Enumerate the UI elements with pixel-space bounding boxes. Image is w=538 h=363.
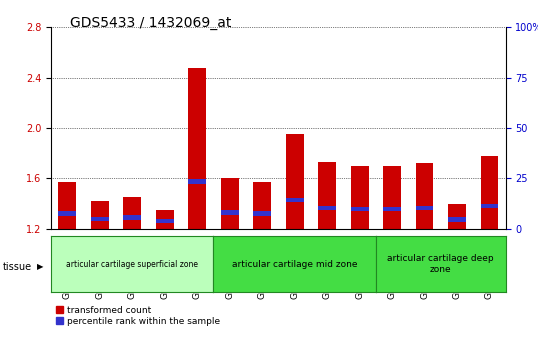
- Bar: [91, 216, 109, 221]
- Bar: [480, 204, 498, 208]
- Bar: [351, 166, 369, 229]
- Bar: [59, 211, 76, 216]
- Bar: [156, 219, 174, 223]
- Text: articular cartilage superficial zone: articular cartilage superficial zone: [66, 260, 199, 269]
- Legend: transformed count, percentile rank within the sample: transformed count, percentile rank withi…: [55, 306, 221, 326]
- Text: GDS5433 / 1432069_at: GDS5433 / 1432069_at: [70, 16, 231, 30]
- Bar: [221, 178, 239, 229]
- Bar: [318, 162, 336, 229]
- Bar: [253, 182, 271, 229]
- Bar: [318, 205, 336, 210]
- Bar: [123, 216, 141, 220]
- Bar: [448, 204, 466, 229]
- Text: articular cartilage mid zone: articular cartilage mid zone: [232, 260, 357, 269]
- Text: tissue: tissue: [3, 262, 32, 272]
- Bar: [286, 134, 303, 229]
- Text: ▶: ▶: [37, 262, 43, 271]
- Bar: [448, 217, 466, 222]
- Bar: [383, 207, 401, 211]
- Bar: [188, 68, 206, 229]
- Bar: [286, 198, 303, 202]
- Bar: [383, 166, 401, 229]
- Bar: [156, 210, 174, 229]
- Bar: [59, 182, 76, 229]
- Bar: [188, 179, 206, 184]
- Bar: [253, 211, 271, 216]
- Bar: [123, 197, 141, 229]
- Bar: [221, 210, 239, 215]
- Bar: [416, 206, 434, 210]
- Bar: [351, 207, 369, 211]
- Bar: [416, 163, 434, 229]
- Text: articular cartilage deep
zone: articular cartilage deep zone: [387, 254, 494, 274]
- Bar: [91, 201, 109, 229]
- Bar: [480, 156, 498, 229]
